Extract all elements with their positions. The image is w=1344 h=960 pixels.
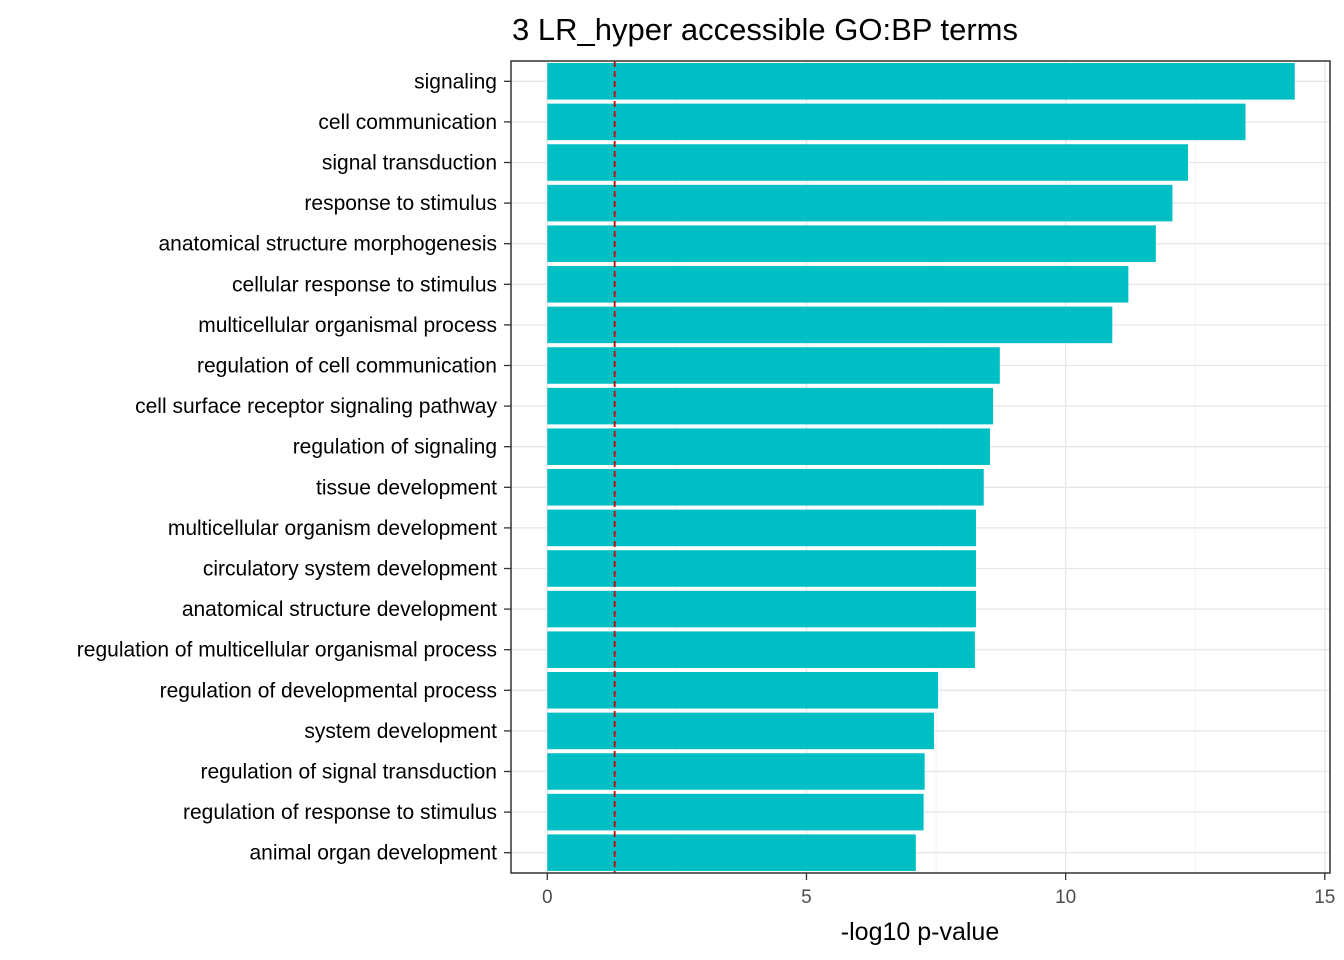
bar — [547, 306, 1113, 344]
bar — [547, 225, 1156, 262]
category-labels: signaling cell communication signal transd… — [77, 70, 511, 865]
category-label: circulatory system development — [203, 558, 497, 581]
x-tick-label: 5 — [801, 887, 812, 908]
category-label: animal organ development — [250, 842, 498, 865]
bar — [547, 63, 1295, 100]
bars — [547, 63, 1295, 871]
bar — [547, 347, 1000, 384]
bar — [547, 509, 976, 547]
category-label: cell surface receptor signaling pathway — [135, 395, 497, 418]
category-label: cellular response to stimulus — [232, 273, 497, 296]
category-label: multicellular organismal process — [198, 314, 497, 337]
bar — [547, 387, 994, 425]
x-tick-label: 15 — [1314, 887, 1335, 908]
bar — [547, 834, 916, 871]
bar — [547, 550, 976, 587]
category-label: signal transduction — [322, 152, 497, 175]
category-label: anatomical structure development — [182, 598, 497, 621]
bar — [547, 793, 924, 831]
category-label: system development — [304, 720, 497, 743]
category-label: regulation of cell communication — [197, 355, 497, 378]
bar — [547, 266, 1129, 303]
category-label: regulation of developmental process — [160, 679, 497, 702]
category-label: signaling — [414, 70, 497, 93]
bar — [547, 144, 1188, 181]
x-tick-label: 0 — [542, 887, 553, 908]
category-label: multicellular organism development — [168, 517, 497, 540]
bar — [547, 672, 939, 709]
bar — [547, 428, 990, 465]
x-tick-label: 10 — [1055, 887, 1076, 908]
bar — [547, 631, 975, 668]
category-label: regulation of response to stimulus — [183, 801, 497, 824]
bar — [547, 590, 976, 628]
category-label: anatomical structure morphogenesis — [158, 233, 497, 256]
chart-title: 3 LR_hyper accessible GO:BP terms — [512, 12, 1018, 47]
category-label: regulation of signal transduction — [200, 761, 497, 784]
bar — [547, 184, 1173, 222]
bar — [547, 753, 925, 790]
category-label: cell communication — [318, 111, 497, 134]
grid-lines — [511, 61, 1330, 873]
bar — [547, 712, 934, 750]
category-label: regulation of multicellular organismal p… — [77, 639, 497, 662]
category-label: response to stimulus — [304, 192, 497, 215]
bar — [547, 469, 984, 506]
x-axis-title: -log10 p-value — [841, 918, 999, 946]
category-label: regulation of signaling — [293, 436, 497, 459]
plot-border — [510, 60, 1331, 874]
x-axis-ticks: 0 5 10 15 — [542, 873, 1335, 908]
bar — [547, 103, 1246, 141]
category-label: tissue development — [316, 476, 497, 499]
